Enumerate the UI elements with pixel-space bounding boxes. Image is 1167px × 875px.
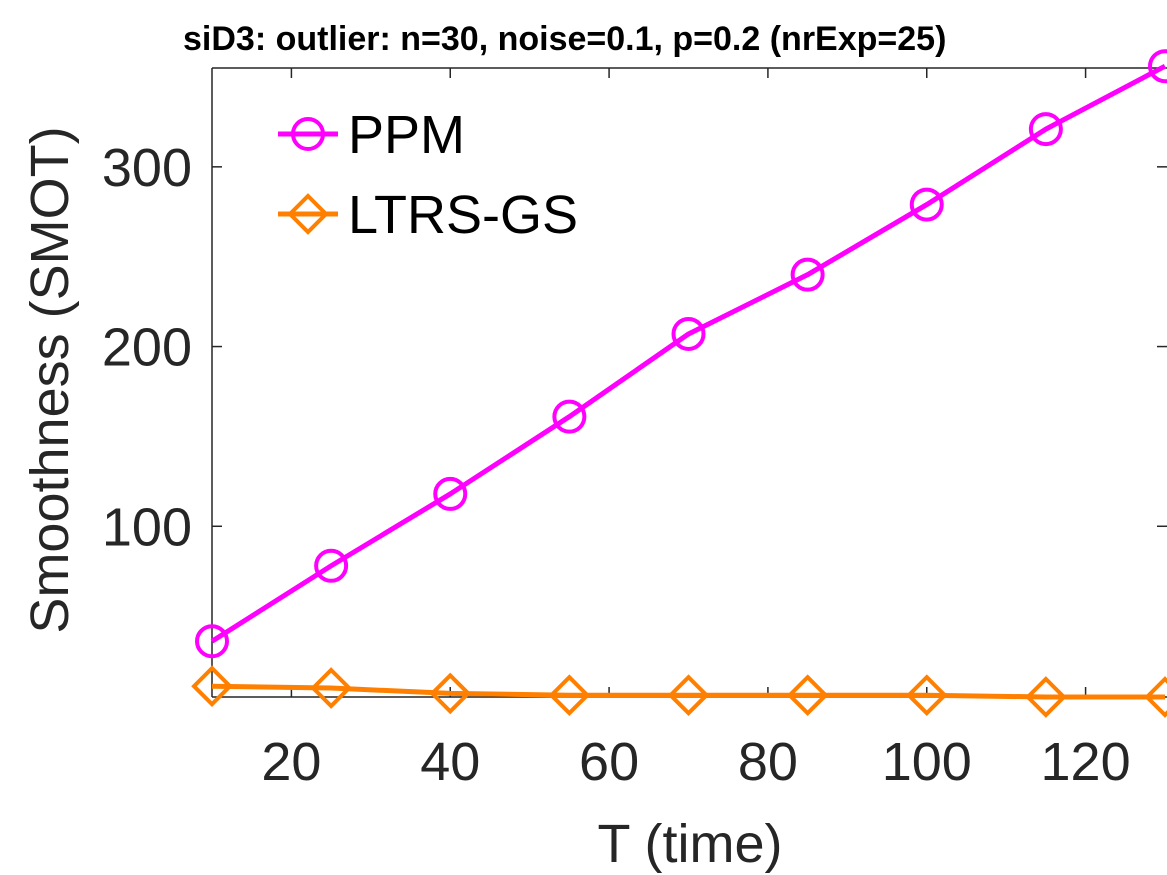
x-tick-label: 60 (579, 732, 639, 792)
data-point (790, 257, 825, 292)
series-line (210, 63, 1167, 644)
data-point (433, 476, 468, 511)
data-point (1148, 49, 1167, 84)
data-point (671, 316, 706, 351)
x-tick-label: 40 (420, 732, 480, 792)
y-tick-label: 200 (102, 318, 192, 378)
data-point (1144, 676, 1167, 718)
series-layer (191, 49, 1167, 718)
axes: 20 40 60 80 100 120 100 200 300 (102, 67, 1167, 792)
y-axis-label: Smoothness (SMOT) (20, 126, 80, 633)
data-point (905, 674, 948, 717)
data-point (667, 674, 710, 717)
legend-marker (287, 193, 329, 235)
x-axis-label: T (time) (598, 814, 783, 874)
legend-item: PPM (278, 105, 465, 165)
chart-title: siD3: outlier: n=30, noise=0.1, p=0.2 (n… (183, 20, 946, 58)
legend-label: PPM (348, 105, 465, 165)
y-tick-label: 300 (102, 138, 192, 198)
legend-label: LTRS-GS (348, 185, 578, 245)
legend-item: LTRS-GS (278, 185, 578, 245)
series-ltrs-gs (191, 665, 1167, 718)
data-point (429, 672, 472, 715)
x-tick-label: 80 (738, 732, 798, 792)
data-point (310, 667, 352, 709)
data-point (195, 624, 229, 659)
data-point (552, 399, 587, 434)
data-point (314, 548, 349, 583)
data-point (191, 665, 233, 708)
legend-marker (291, 117, 325, 151)
x-tick-label: 100 (882, 732, 972, 792)
y-tick-label: 100 (102, 497, 192, 557)
legend: PPM LTRS-GS (278, 105, 578, 245)
x-tick-label: 20 (261, 732, 321, 792)
data-point (909, 187, 944, 222)
data-point (786, 674, 829, 717)
series-ppm (195, 49, 1167, 659)
x-tick-label: 120 (1041, 732, 1131, 792)
data-point (1028, 112, 1063, 147)
series-line (211, 683, 1165, 700)
data-point (1025, 676, 1067, 718)
data-point (548, 674, 591, 717)
